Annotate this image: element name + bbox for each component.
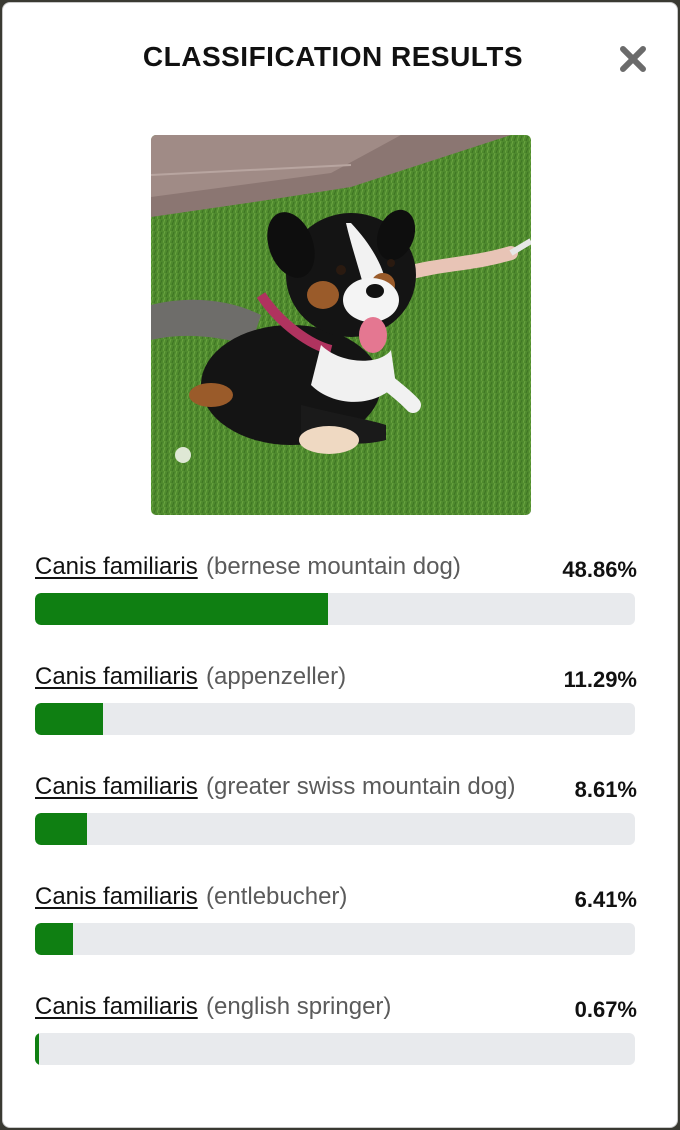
confidence-bar	[35, 593, 635, 625]
result-item: Canis familiaris (appenzeller) 11.29%	[35, 659, 637, 769]
common-name: (appenzeller)	[206, 663, 347, 690]
confidence-bar	[35, 703, 635, 735]
common-name: (bernese mountain dog)	[206, 553, 461, 580]
species-link[interactable]: Canis familiaris	[35, 553, 198, 580]
common-name: (greater swiss mountain dog)	[206, 773, 516, 800]
species-link[interactable]: Canis familiaris	[35, 883, 198, 910]
result-item: Canis familiaris (greater swiss mountain…	[35, 769, 637, 879]
species-link[interactable]: Canis familiaris	[35, 993, 198, 1020]
confidence-bar-fill	[35, 1033, 40, 1065]
result-item: Canis familiaris (entlebucher) 6.41%	[35, 879, 637, 989]
confidence-percent: 8.61%	[574, 777, 637, 802]
confidence-bar	[35, 1033, 635, 1065]
common-name: (english springer)	[206, 993, 392, 1020]
confidence-bar-fill	[35, 703, 103, 735]
confidence-bar	[35, 813, 635, 845]
result-item: Canis familiaris (bernese mountain dog) …	[35, 549, 637, 659]
species-link[interactable]: Canis familiaris	[35, 663, 198, 690]
dog-photo	[151, 135, 531, 515]
confidence-percent: 11.29%	[563, 667, 637, 692]
close-icon	[620, 46, 646, 72]
confidence-percent: 0.67%	[574, 997, 637, 1022]
confidence-bar	[35, 923, 635, 955]
close-button[interactable]	[617, 43, 649, 75]
species-link[interactable]: Canis familiaris	[35, 773, 198, 800]
confidence-bar-fill	[35, 593, 329, 625]
confidence-bar-fill	[35, 813, 87, 845]
confidence-percent: 6.41%	[574, 887, 637, 912]
result-item: Canis familiaris (english springer) 0.67…	[35, 989, 637, 1099]
results-list: Canis familiaris (bernese mountain dog) …	[35, 549, 637, 1099]
dialog-title: CLASSIFICATION RESULTS	[142, 41, 524, 72]
common-name: (entlebucher)	[206, 883, 348, 910]
confidence-percent: 48.86%	[562, 557, 637, 582]
confidence-bar-fill	[35, 923, 74, 955]
